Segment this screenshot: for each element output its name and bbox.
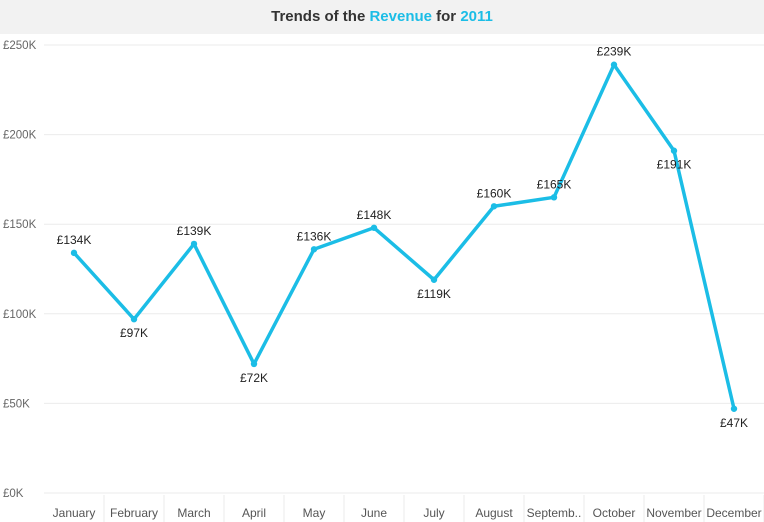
data-label: £136K (297, 229, 332, 243)
x-tick-label: April (242, 506, 266, 520)
x-tick-label: January (53, 506, 96, 520)
data-label: £160K (477, 186, 512, 200)
x-tick-label: October (593, 506, 636, 520)
x-tick-label: May (303, 506, 326, 520)
data-labels: £134K £97K £139K £72K £136K £148K £119K £160K £1… (57, 45, 748, 430)
data-point[interactable] (310, 246, 318, 253)
data-label: £97K (120, 326, 148, 340)
data-point[interactable] (610, 61, 618, 68)
x-tick-label: November (646, 506, 701, 520)
x-tick-label: June (361, 506, 387, 520)
title-highlight-year: 2011 (460, 8, 493, 25)
data-label: £119K (417, 287, 451, 301)
data-point[interactable] (550, 194, 558, 201)
grid-lines (44, 44, 764, 522)
data-point[interactable] (730, 405, 738, 412)
y-tick-label: £250K (3, 40, 37, 52)
data-point[interactable] (370, 224, 378, 231)
data-label: £47K (720, 416, 748, 430)
data-label: £72K (240, 371, 268, 385)
data-point[interactable] (250, 360, 258, 368)
chart-title: Trends of the Revenue for 2011 (0, 0, 764, 34)
data-label: £165K (537, 177, 572, 191)
data-label: £148K (357, 208, 392, 222)
x-tick-label: February (110, 506, 158, 520)
data-point[interactable] (490, 203, 498, 210)
x-tick-label: August (475, 506, 513, 520)
data-label: £191K (657, 158, 692, 172)
data-point[interactable] (70, 249, 78, 257)
x-tick-label: July (423, 506, 444, 520)
x-tick-label: March (177, 506, 210, 520)
y-tick-label: £150K (3, 219, 37, 231)
title-part-2: for (431, 8, 461, 25)
revenue-series (70, 61, 738, 412)
data-point[interactable] (130, 315, 138, 323)
x-tick-label: Septemb.. (527, 506, 582, 520)
data-label: £139K (177, 224, 212, 238)
y-tick-label: £100K (3, 309, 37, 321)
data-point[interactable] (670, 147, 678, 154)
title-part-1: Trends of the (271, 8, 370, 25)
data-label: £134K (57, 233, 92, 247)
y-tick-label: £0K (3, 488, 24, 500)
title-highlight-revenue: Revenue (369, 8, 432, 25)
data-point[interactable] (190, 240, 198, 248)
revenue-line-chart: £0K £50K £100K £150K £200K £250K January Febru… (3, 40, 764, 522)
data-label: £239K (597, 45, 632, 59)
y-axis: £0K £50K £100K £150K £200K £250K (3, 40, 37, 500)
x-tick-label: December (706, 506, 761, 520)
x-axis: January February March April May June July Augu… (53, 506, 762, 520)
y-tick-label: £50K (3, 398, 30, 410)
data-point[interactable] (430, 276, 438, 283)
revenue-line (72, 62, 736, 411)
y-tick-label: £200K (3, 130, 37, 142)
